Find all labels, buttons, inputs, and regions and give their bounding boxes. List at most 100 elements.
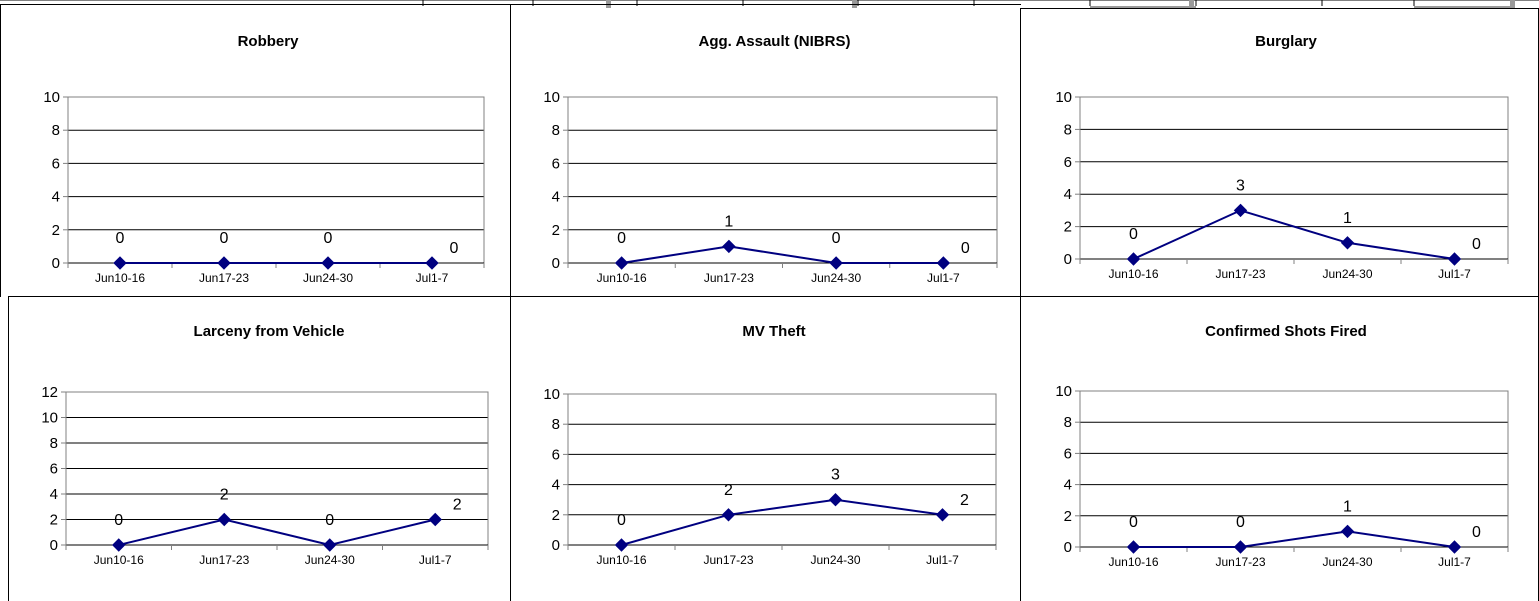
y-tick-label: 2 [552, 507, 560, 524]
data-point-marker [324, 539, 336, 551]
data-point-marker [113, 539, 125, 551]
x-tick-label: Jun10-16 [597, 271, 647, 285]
x-tick-label: Jul1-7 [926, 553, 959, 567]
data-point-marker [114, 257, 126, 269]
y-tick-label: 8 [1064, 121, 1072, 138]
y-tick-label: 12 [41, 384, 58, 401]
x-tick-label: Jun10-16 [94, 553, 144, 567]
data-label: 2 [453, 497, 462, 514]
y-tick-label: 0 [552, 255, 560, 272]
x-tick-label: Jun17-23 [704, 271, 754, 285]
x-tick-label: Jun24-30 [305, 553, 355, 567]
data-label: 3 [1236, 177, 1245, 194]
y-tick-label: 10 [543, 386, 560, 403]
plot-area [568, 97, 997, 263]
data-label: 1 [1343, 498, 1352, 515]
chart-panel-robbery: Robbery 0 2 4 6 8 10 Jun10-16 Jun17-23 Jun24-30 Ju… [0, 4, 511, 297]
y-tick-label: 0 [1064, 539, 1072, 556]
y-tick-label: 4 [552, 477, 560, 494]
y-tick-label: 10 [1055, 89, 1072, 106]
series-line [1134, 210, 1455, 259]
y-tick-label: 6 [52, 155, 60, 172]
series-line [119, 520, 436, 546]
chart-title: Confirmed Shots Fired [1205, 323, 1367, 340]
data-label: 0 [220, 230, 229, 247]
x-tick-label: Jul1-7 [419, 553, 452, 567]
x-tick-label: Jun17-23 [199, 553, 249, 567]
y-tick-label: 2 [1064, 508, 1072, 525]
y-tick-label: 2 [1064, 219, 1072, 236]
plot-area [568, 394, 996, 545]
chart-panel-agg-assault: Agg. Assault (NIBRS) 0 2 4 6 8 10 Jun10-16 Jun17… [510, 4, 1021, 297]
y-tick-label: 10 [543, 89, 560, 106]
chart-svg: Larceny from Vehicle 0 2 4 6 8 10 12 Jun10-16 Jun… [8, 296, 511, 601]
chart-svg: MV Theft 0 2 4 6 8 10 Jun10-16 Jun17-23 Jun24-30 J… [510, 296, 1021, 601]
data-point-marker [218, 257, 230, 269]
data-point-marker [937, 257, 949, 269]
data-label: 2 [220, 487, 229, 504]
y-tick-label: 6 [1064, 154, 1072, 171]
y-tick-label: 0 [1064, 251, 1072, 268]
data-label: 2 [960, 492, 969, 509]
y-tick-label: 4 [52, 189, 60, 206]
data-point-marker [723, 509, 735, 521]
data-label: 1 [724, 213, 733, 230]
x-tick-label: Jun24-30 [1322, 267, 1372, 281]
y-tick-label: 2 [50, 512, 58, 529]
chart-title: MV Theft [742, 323, 805, 340]
y-tick-label: 6 [552, 446, 560, 463]
y-tick-label: 8 [552, 122, 560, 139]
y-tick-label: 8 [552, 416, 560, 433]
data-point-marker [322, 257, 334, 269]
x-tick-label: Jun10-16 [1108, 267, 1158, 281]
data-label: 0 [324, 230, 333, 247]
data-point-marker [218, 514, 230, 526]
y-tick-label: 6 [1064, 445, 1072, 462]
x-tick-label: Jul1-7 [927, 271, 960, 285]
data-label: 0 [832, 230, 841, 247]
data-label: 0 [116, 230, 125, 247]
series-line [622, 500, 943, 545]
y-tick-label: 0 [552, 537, 560, 554]
y-tick-label: 0 [50, 537, 58, 554]
data-point-marker [1235, 541, 1247, 553]
data-label: 0 [617, 230, 626, 247]
data-label: 3 [831, 467, 840, 484]
data-point-marker [1128, 253, 1140, 265]
x-tick-label: Jun10-16 [596, 553, 646, 567]
data-point-marker [830, 494, 842, 506]
data-point-marker [1342, 525, 1354, 537]
data-point-marker [1128, 541, 1140, 553]
plot-area [1080, 97, 1508, 259]
x-tick-label: Jun24-30 [1322, 555, 1372, 569]
data-point-marker [1449, 253, 1461, 265]
chart-title: Burglary [1255, 33, 1317, 50]
data-label: 0 [1236, 514, 1245, 531]
x-tick-label: Jun17-23 [1215, 555, 1265, 569]
chart-svg: Robbery 0 2 4 6 8 10 Jun10-16 Jun17-23 Jun24-30 Ju… [0, 4, 511, 297]
y-tick-label: 4 [50, 486, 58, 503]
y-tick-label: 0 [52, 255, 60, 272]
data-point-marker [1449, 541, 1461, 553]
data-point-marker [429, 514, 441, 526]
y-tick-label: 10 [41, 410, 58, 427]
x-tick-label: Jun17-23 [199, 271, 249, 285]
x-tick-label: Jul1-7 [1438, 555, 1471, 569]
chart-panel-burglary: Burglary 0 2 4 6 8 10 Jun10-16 Jun17-23 Jun24-30 J… [1020, 8, 1539, 297]
data-label: 0 [961, 240, 970, 257]
y-tick-label: 6 [50, 461, 58, 478]
plot-area [68, 97, 484, 263]
data-label: 0 [450, 240, 459, 257]
data-label: 0 [1129, 226, 1138, 243]
data-label: 0 [1129, 514, 1138, 531]
y-tick-label: 2 [552, 222, 560, 239]
y-tick-label: 4 [1064, 477, 1072, 494]
data-point-marker [1342, 237, 1354, 249]
series-line [1134, 531, 1455, 547]
y-tick-label: 4 [552, 189, 560, 206]
x-tick-label: Jul1-7 [416, 271, 449, 285]
data-point-marker [830, 257, 842, 269]
